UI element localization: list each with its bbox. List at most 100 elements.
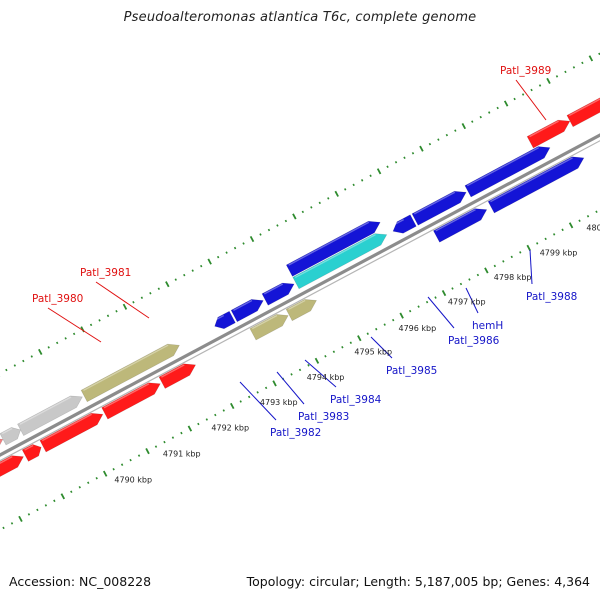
minor-tick [106, 314, 110, 318]
minor-tick [216, 255, 220, 259]
cds-forward[interactable] [230, 299, 264, 323]
cds-patl-3989[interactable] [526, 119, 571, 149]
major-tick [272, 380, 277, 387]
scale-label: 4799 kbp [540, 249, 578, 258]
major-tick [165, 281, 170, 288]
gene-label-patl-3984[interactable]: Patl_3984 [330, 394, 382, 406]
minor-tick [519, 251, 522, 254]
cds-forward[interactable] [566, 73, 600, 128]
minor-tick [369, 174, 372, 178]
label-leader-lines [47, 79, 547, 421]
minor-tick [72, 332, 76, 336]
scale-label: 4792 kbp [211, 424, 249, 433]
cds-highlight [435, 209, 476, 232]
gene-label-patl-3985[interactable]: Patl_3985 [386, 365, 437, 377]
cds-hemh[interactable] [411, 190, 467, 226]
cds-forward[interactable] [17, 395, 83, 437]
minor-tick [248, 395, 251, 399]
inner-tick-ring [2, 210, 598, 530]
minor-tick [200, 264, 203, 268]
minor-tick [521, 93, 525, 96]
gene-label-patl-3989[interactable]: Patl_3989 [500, 65, 551, 77]
genome-summary: Topology: circular; Length: 5,187,005 bp… [246, 574, 590, 589]
leader-line [239, 381, 277, 421]
major-tick [145, 448, 150, 455]
gene-label-patl-3982[interactable]: Patl_3982 [270, 427, 321, 439]
cds-reverse[interactable] [21, 444, 42, 462]
minor-tick [572, 66, 576, 69]
leader-line [95, 281, 150, 319]
gene-label-patl-3981[interactable]: Patl_3981 [80, 267, 131, 279]
cds-highlight [233, 299, 253, 311]
gene-label-patl-3980[interactable]: Patl_3980 [32, 293, 83, 305]
cds-reverse[interactable] [0, 455, 24, 491]
map-title: Pseudoalteromonas atlantica T6c, complet… [123, 10, 477, 25]
gene-labels[interactable]: Patl_3989 Patl_3981 Patl_3980 Patl_3988 hemH… [32, 65, 577, 439]
gene-label-patl-3988[interactable]: Patl_3988 [526, 291, 577, 303]
leader-line [515, 79, 547, 121]
minor-tick [544, 237, 547, 241]
minor-tick [428, 142, 432, 146]
cds-reverse[interactable] [101, 382, 161, 420]
minor-tick [171, 436, 175, 439]
cds-highlight [529, 120, 559, 138]
cds-patl-3982[interactable] [214, 310, 236, 330]
minor-tick [318, 201, 321, 205]
scale-label: 4796 kbp [399, 324, 437, 333]
cds-patl-3986[interactable] [432, 208, 488, 243]
major-tick [38, 348, 43, 356]
minor-tick [239, 400, 242, 403]
major-tick [503, 100, 509, 107]
minor-tick [157, 287, 161, 290]
cds-reverse-patl-3980[interactable] [39, 412, 104, 453]
major-tick [102, 470, 108, 477]
gene-label-patl-3986[interactable]: Patl_3986 [448, 335, 500, 347]
major-tick [419, 145, 424, 152]
minor-tick [454, 129, 457, 132]
major-tick [207, 258, 212, 265]
cds-forward[interactable] [0, 427, 21, 446]
cds-forward[interactable] [261, 282, 295, 306]
cds-reverse[interactable] [158, 363, 197, 389]
major-tick [314, 357, 320, 364]
minor-tick [332, 350, 336, 354]
cds-highlight [83, 344, 169, 391]
backbone-line [0, 133, 600, 457]
cds-patl-3988[interactable] [487, 156, 585, 214]
minor-tick [10, 522, 14, 525]
cds-forward[interactable] [392, 214, 417, 234]
major-tick [376, 168, 382, 175]
scale-label: 4794 kbp [307, 373, 345, 382]
cds-highlight [568, 98, 600, 117]
cds-forward-patl-3981[interactable] [80, 343, 180, 403]
minor-tick [197, 422, 200, 426]
minor-tick [417, 305, 420, 308]
minor-tick [30, 355, 33, 358]
cds-patl-3984[interactable] [285, 299, 317, 322]
scale-label: 4790 kbp [114, 475, 152, 484]
minor-tick [214, 413, 217, 417]
minor-tick [451, 287, 454, 290]
minor-tick [242, 242, 245, 245]
minor-tick [403, 156, 406, 159]
cds-forward[interactable] [464, 146, 551, 198]
minor-tick [488, 111, 491, 114]
cds-forward[interactable] [0, 438, 4, 468]
minor-tick [137, 454, 141, 457]
gene-label-hemh[interactable]: hemH [472, 320, 503, 332]
major-tick [357, 335, 362, 342]
minor-tick [191, 269, 194, 272]
major-tick [230, 402, 235, 410]
minor-tick [163, 440, 166, 444]
cds-patl-3985[interactable] [292, 233, 388, 290]
gene-label-patl-3983[interactable]: Patl_3983 [298, 411, 349, 423]
scale-labels: 4790 kbp 4791 kbp 4792 kbp 4793 kbp 4794 kbp… [114, 224, 600, 485]
cds-patl-3983[interactable] [249, 314, 289, 341]
minor-tick [310, 206, 313, 209]
minor-tick [2, 526, 5, 530]
cds-highlight [391, 218, 404, 227]
cds-forward[interactable] [285, 220, 381, 277]
cds-features[interactable] [0, 73, 600, 491]
